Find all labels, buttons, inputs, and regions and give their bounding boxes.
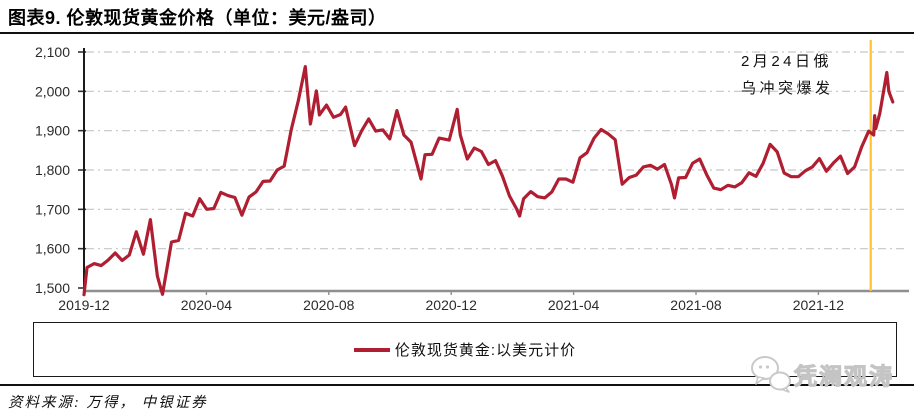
figure-title: 图表9. 伦敦现货黄金价格（单位：美元/盎司） [8,8,387,28]
x-tick-label: 2020-08 [303,297,355,313]
y-tick-label: 2,100 [35,44,70,60]
watermark-text: 凭澜观涛 [794,363,894,390]
event-annotation: 2月24日俄 乌冲突爆发 [741,48,871,102]
event-annotation-line1: 2月24日俄 [741,53,833,70]
x-tick-label: 2020-04 [181,297,233,313]
chat-bubbles-icon [751,356,791,393]
watermark: 凭澜观涛 [750,355,894,393]
legend-item-gold: 伦敦现货黄金:以美元计价 [353,339,577,360]
footer-rule [0,384,914,386]
y-tick-label: 1,500 [35,280,70,296]
y-tick-label: 1,700 [35,201,70,217]
legend-box: 伦敦现货黄金:以美元计价 [33,322,897,377]
event-annotation-line2: 乌冲突爆发 [741,80,834,97]
y-tick-label: 1,900 [35,123,70,139]
x-tick-label: 2019-12 [58,297,110,313]
x-tick-label: 2021-08 [670,297,722,313]
legend-line-swatch [353,347,390,352]
title-underline [0,32,914,34]
gold-price-line [82,64,895,297]
x-tick-label: 2020-12 [426,297,478,313]
y-tick-label: 1,800 [35,162,70,178]
x-tick-label: 2021-12 [793,297,845,313]
y-tick-label: 1,600 [35,241,70,257]
legend-label: 伦敦现货黄金:以美元计价 [394,342,577,359]
source-note: 资料来源: 万得， 中银证券 [8,395,208,411]
x-tick-label: 2021-04 [548,297,600,313]
y-tick-label: 2,000 [35,83,70,99]
